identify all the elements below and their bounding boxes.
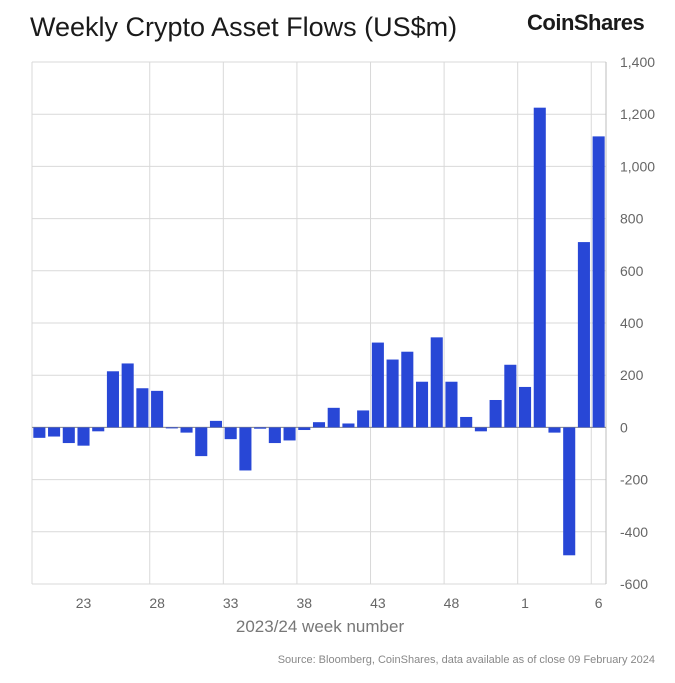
bar	[519, 386, 532, 428]
bar	[254, 427, 267, 429]
x-tick-label: 38	[296, 595, 312, 611]
bar	[415, 381, 429, 428]
bar	[504, 364, 517, 428]
bar	[195, 427, 208, 457]
bar	[268, 427, 281, 444]
bar	[151, 390, 164, 428]
y-tick-label: 0	[620, 419, 628, 435]
bar	[136, 388, 149, 428]
coinshares-logo: CoinShares	[527, 10, 645, 35]
x-tick-label: 43	[370, 595, 386, 611]
x-tick-label: 28	[149, 595, 165, 611]
chart-title: Weekly Crypto Asset Flows (US$m)	[30, 12, 458, 42]
y-tick-label: -200	[620, 472, 648, 488]
gridlines	[31, 61, 607, 585]
bar	[474, 427, 487, 432]
bar	[239, 427, 252, 471]
bar	[165, 427, 178, 429]
bar	[298, 427, 311, 431]
bar	[209, 420, 223, 428]
y-tick-label: 400	[620, 315, 644, 331]
source-note: Source: Bloomberg, CoinShares, data avai…	[277, 654, 655, 666]
bar	[180, 427, 193, 433]
x-tick-label: 33	[223, 595, 239, 611]
bar	[224, 427, 237, 440]
bar	[563, 427, 576, 556]
y-tick-label: 600	[620, 263, 644, 279]
bar	[401, 351, 414, 428]
bars	[33, 107, 605, 556]
y-axis: -600 -400 -200 0 200 400 600 800 1,000 1,200 1,400	[620, 54, 655, 592]
bar	[33, 427, 46, 438]
x-axis: 23 28 33 38 43 48 1 6	[76, 595, 603, 611]
bar	[92, 427, 105, 432]
y-tick-label: 1,400	[620, 54, 655, 70]
x-tick-label: 48	[444, 595, 460, 611]
bar	[342, 423, 355, 428]
y-tick-label: -400	[620, 524, 648, 540]
bar	[533, 107, 546, 428]
y-tick-label: 800	[620, 211, 644, 227]
bar	[106, 371, 119, 428]
bar	[77, 427, 90, 446]
x-axis-label: 2023/24 week number	[235, 617, 405, 636]
bar	[445, 381, 458, 428]
bar	[577, 242, 590, 428]
bar	[430, 337, 443, 428]
x-tick-label: 6	[595, 595, 603, 611]
bar	[62, 427, 75, 444]
x-tick-label: 23	[76, 595, 92, 611]
bar	[283, 427, 296, 441]
bar	[357, 410, 370, 428]
bar	[327, 407, 340, 428]
y-tick-label: 200	[620, 367, 644, 383]
y-tick-label: -600	[620, 576, 648, 592]
bar	[312, 422, 326, 428]
bar	[460, 416, 473, 428]
bar	[371, 342, 384, 428]
bar	[489, 399, 502, 428]
bar	[592, 136, 605, 428]
y-tick-label: 1,200	[620, 106, 655, 122]
bar	[48, 427, 61, 437]
bar	[548, 427, 561, 433]
bar	[121, 363, 134, 428]
y-tick-label: 1,000	[620, 158, 655, 174]
bar	[386, 359, 399, 428]
bar-chart: -600 -400 -200 0 200 400 600 800 1,000 1,200 1,400…	[31, 54, 655, 611]
x-tick-label: 1	[521, 595, 529, 611]
